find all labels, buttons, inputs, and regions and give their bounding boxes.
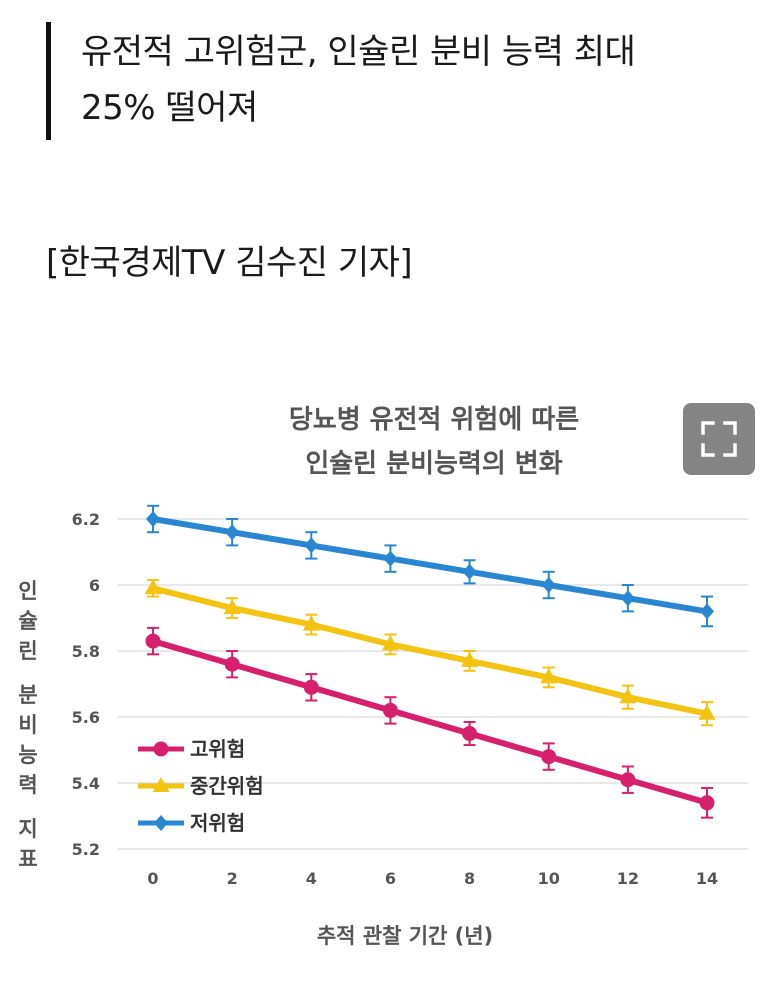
x-tick-label: 0	[147, 869, 158, 888]
data-point	[303, 679, 319, 695]
data-point	[145, 633, 161, 649]
y-axis-label-char: 슐	[18, 609, 37, 633]
headline-block: 유전적 고위험군, 인슐린 분비 능력 최대 25% 떨어져	[46, 22, 746, 140]
chart-title-line-2: 인슐린 분비능력의 변화	[305, 449, 562, 479]
y-axis-label-char: 분	[18, 683, 37, 707]
y-axis-label-char: 표	[18, 847, 37, 871]
y-tick-label: 5.4	[72, 774, 100, 793]
data-point	[462, 563, 477, 580]
data-point	[620, 590, 635, 607]
y-axis-label-char: 지	[18, 817, 37, 841]
series-line	[152, 638, 708, 806]
data-point	[541, 749, 557, 765]
data-point	[462, 726, 478, 741]
series-1	[145, 626, 715, 819]
y-axis-label-char: 인	[18, 579, 37, 603]
data-point	[699, 795, 715, 811]
y-axis-label-char: 력	[18, 773, 37, 797]
series-3	[146, 504, 714, 628]
data-point	[383, 550, 398, 567]
x-tick-label: 4	[306, 869, 317, 888]
data-point	[700, 603, 714, 620]
chart-gridlines	[118, 518, 748, 850]
data-point	[144, 579, 162, 595]
series-line	[152, 516, 708, 615]
y-axis-label-char: 능	[18, 743, 37, 767]
x-axis-label: 추적 관찰 기간 (년)	[317, 924, 493, 948]
expand-button[interactable]	[683, 403, 755, 475]
data-point	[698, 704, 716, 720]
data-point	[302, 615, 320, 631]
y-axis-ticks: 5.2 5.4 5.6 5.8 6 6.2	[72, 510, 100, 859]
legend-marker	[152, 777, 170, 792]
data-point	[540, 668, 558, 684]
headline-line-2: 25% 떨어져	[81, 88, 258, 128]
legend-label: 중간위험	[190, 774, 264, 798]
x-tick-label: 8	[464, 869, 475, 888]
headline-line-1: 유전적 고위험군, 인슐린 분비 능력 최대	[81, 32, 636, 72]
data-point	[461, 651, 479, 667]
y-tick-label: 6	[89, 576, 100, 595]
chart-title-line-1: 당뇨병 유전적 위험에 따른	[289, 405, 579, 435]
x-axis-ticks: 0 2 4 6 8 10 12 14	[147, 869, 718, 888]
data-point	[223, 599, 241, 615]
x-tick-label: 6	[385, 869, 396, 888]
x-tick-label: 2	[227, 869, 238, 888]
data-point	[225, 524, 240, 541]
y-axis-label-char: 린	[18, 639, 37, 663]
y-axis-label-char: 비	[18, 713, 37, 737]
data-point	[381, 635, 399, 651]
data-point	[146, 511, 160, 527]
series-line	[152, 585, 708, 717]
headline: 유전적 고위험군, 인슐린 분비 능력 최대 25% 떨어져	[81, 22, 746, 136]
legend-label: 고위험	[190, 737, 245, 761]
series-2	[144, 579, 716, 727]
data-point	[541, 577, 556, 593]
y-tick-label: 5.2	[72, 840, 100, 859]
y-tick-label: 5.8	[72, 642, 100, 661]
legend-marker	[154, 815, 168, 831]
data-point	[619, 688, 637, 704]
expand-icon	[701, 421, 737, 457]
y-tick-label: 6.2	[72, 510, 100, 529]
data-point	[620, 772, 636, 788]
legend-marker	[153, 741, 169, 757]
x-tick-label: 14	[696, 869, 718, 888]
data-point	[224, 656, 240, 672]
byline: [한국경제TV 김수진 기자]	[46, 243, 413, 283]
x-tick-label: 10	[538, 869, 560, 888]
chart-series	[144, 504, 716, 819]
x-tick-label: 12	[617, 869, 639, 888]
data-point	[382, 702, 398, 718]
data-point	[304, 537, 319, 554]
y-tick-label: 5.6	[72, 708, 100, 727]
legend-label: 저위험	[190, 811, 245, 835]
